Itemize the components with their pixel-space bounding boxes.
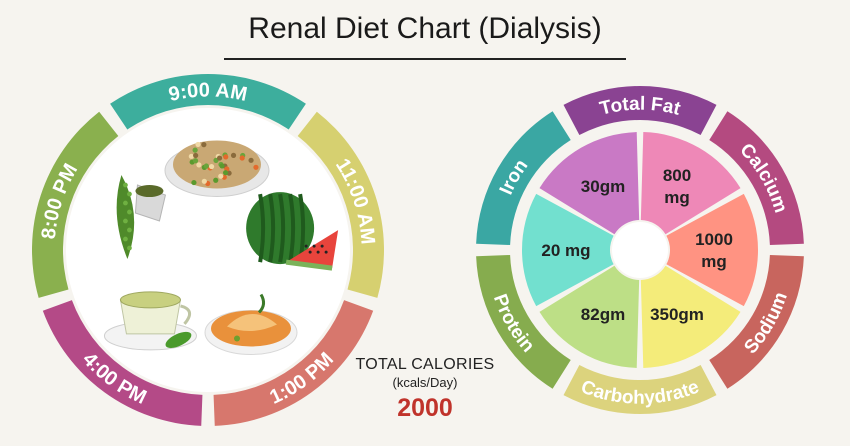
- fried-rice-icon: [164, 140, 270, 197]
- total-calories-label: TOTAL CALORIES: [355, 356, 495, 373]
- total-calories-block: TOTAL CALORIES (kcals/Day) 2000: [340, 356, 510, 423]
- calories-unit: (kcals/Day): [392, 375, 458, 390]
- title-underline: [224, 58, 626, 60]
- nutrient-ring: Total FatCalciumSodiumCarbohydrateProtei…: [476, 85, 804, 415]
- nutrient-wedge-carbohydrate: [640, 265, 741, 368]
- nutrient-wedge-protein: [539, 265, 640, 368]
- nutrient-wedge-total-fat: [539, 132, 640, 235]
- nutrient-iron-segment: [476, 111, 571, 246]
- page-title: Renal Diet Chart (Dialysis): [248, 12, 602, 45]
- bitter-gourd-icon: [116, 175, 167, 260]
- nutrient-calcium-segment: [709, 111, 804, 246]
- nutrient-sodium-segment: [709, 254, 804, 389]
- meal-time-8-00-pm-segment: [31, 111, 119, 298]
- nutrient-wedge-sodium: [666, 193, 758, 307]
- meal-time-11-00-am-segment: [297, 111, 385, 298]
- nutrient-carbohydrate-segment: [563, 364, 717, 415]
- nutrient-value-sodium: 1000 mg: [695, 230, 733, 271]
- fish-curry-icon: [204, 293, 298, 355]
- green-tea-icon: [103, 291, 197, 351]
- nutrient-value-protein: 82gm: [581, 305, 625, 324]
- nutrient-protein-segment: [476, 254, 571, 389]
- nutrient-value-calcium: 800 mg: [663, 166, 691, 207]
- nutrient-value-total-fat: 30gm: [581, 177, 625, 196]
- nutrient-wedge-iron: [522, 193, 614, 307]
- meal-time-1-00-pm-segment: [213, 300, 374, 426]
- nutrient-wedge-calcium: [640, 132, 741, 235]
- watermelon-icon: [246, 192, 339, 271]
- meal-food-wheel: [66, 108, 350, 392]
- meal-time-9-00-am-segment: [110, 74, 306, 130]
- nutrient-value-iron: 20 mg: [541, 241, 590, 260]
- total-calories-value: 2000: [397, 394, 453, 422]
- nutrient-total-fat-segment: [563, 85, 717, 136]
- meal-time-4-00-pm-segment: [42, 300, 203, 426]
- nutrient-value-carbohydrate: 350gm: [650, 305, 704, 324]
